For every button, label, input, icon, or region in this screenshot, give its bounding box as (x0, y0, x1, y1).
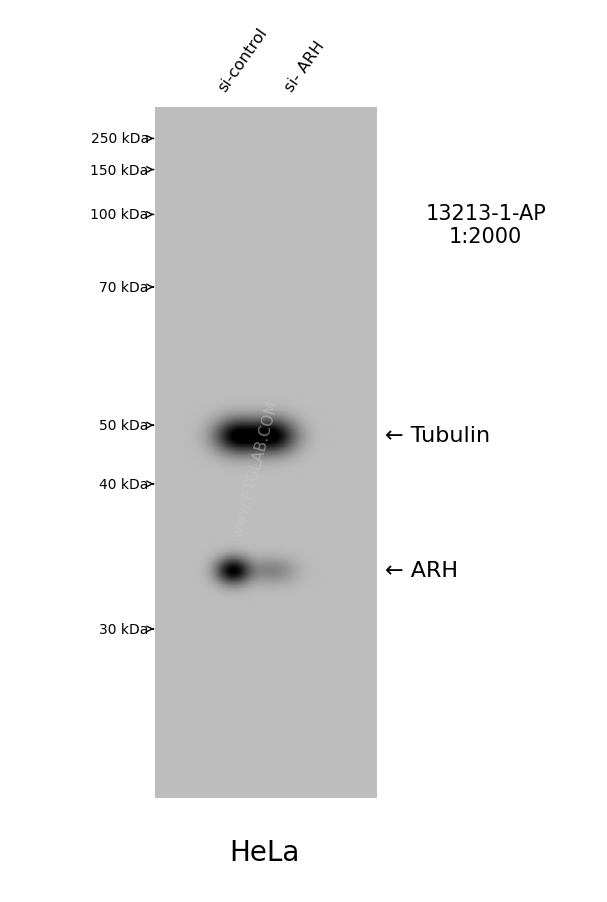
Text: 100 kDa: 100 kDa (90, 208, 149, 222)
Text: HeLa: HeLa (229, 838, 299, 867)
Text: 250 kDa: 250 kDa (90, 133, 149, 146)
Text: www.PTGLAB.COM: www.PTGLAB.COM (229, 399, 280, 539)
Text: 50 kDa: 50 kDa (100, 419, 149, 433)
Text: 150 kDa: 150 kDa (90, 163, 149, 178)
Text: 70 kDa: 70 kDa (100, 281, 149, 295)
Text: 40 kDa: 40 kDa (100, 477, 149, 492)
Text: 13213-1-AP
1:2000: 13213-1-AP 1:2000 (426, 204, 546, 247)
Text: 30 kDa: 30 kDa (100, 622, 149, 636)
Text: si- ARH: si- ARH (282, 39, 328, 95)
Text: ← ARH: ← ARH (385, 560, 458, 581)
Text: si-control: si-control (215, 25, 270, 95)
Text: ← Tubulin: ← Tubulin (385, 426, 490, 446)
